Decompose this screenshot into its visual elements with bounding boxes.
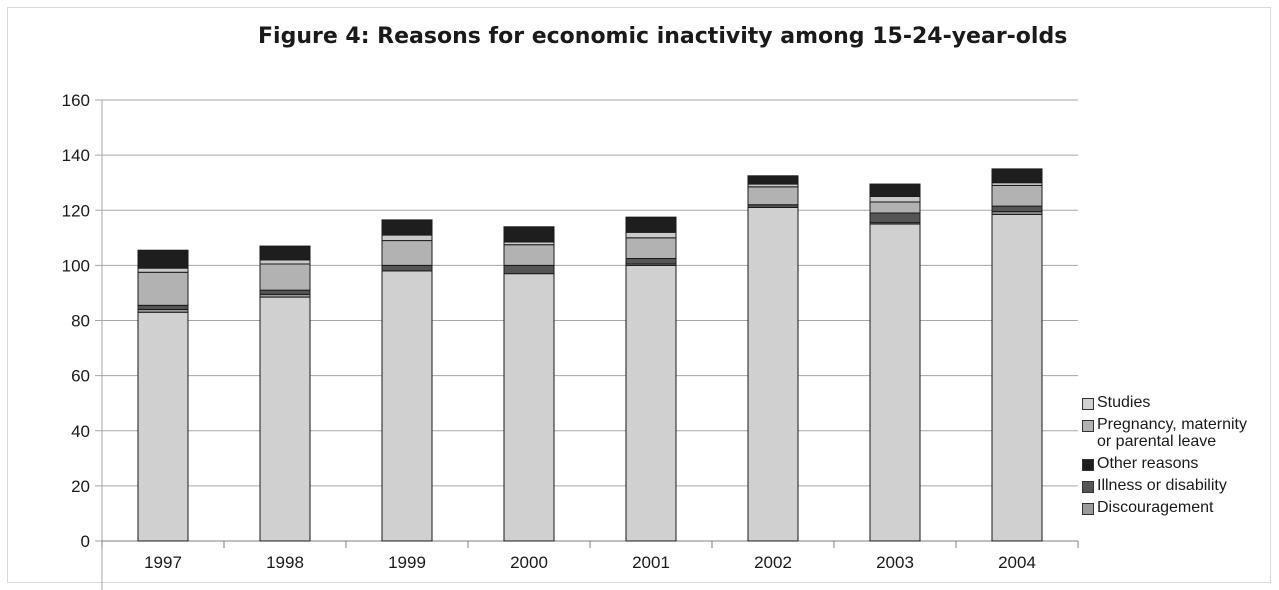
bar-segment	[259, 245, 311, 261]
x-tick-label: 1998	[266, 553, 304, 572]
bar-segment	[381, 219, 433, 236]
chart-legend: Studies Pregnancy, maternity or parental …	[1082, 394, 1272, 521]
bar-segment	[137, 311, 189, 542]
bar-segment	[747, 186, 799, 206]
legend-item: Discouragement	[1082, 499, 1272, 516]
y-tick-label: 80	[71, 312, 90, 331]
legend-swatch	[1082, 420, 1094, 432]
bar-segment	[991, 184, 1043, 207]
legend-label: Discouragement	[1097, 499, 1214, 516]
x-tick-label: 2003	[876, 553, 914, 572]
x-tick-label: 1997	[144, 553, 182, 572]
y-tick-label: 40	[71, 422, 90, 441]
legend-swatch	[1082, 398, 1094, 410]
bar-segment	[381, 240, 433, 266]
y-tick-label: 160	[62, 91, 90, 110]
y-tick-label: 140	[62, 146, 90, 165]
bar-segment	[259, 259, 311, 265]
legend-label: Pregnancy, maternity or parental leave	[1097, 416, 1247, 450]
legend-swatch	[1082, 503, 1094, 515]
bar-segment	[503, 273, 555, 542]
bar-segment	[503, 264, 555, 275]
bar-segment	[869, 195, 921, 203]
chart-frame	[7, 7, 1271, 583]
bar-segment	[869, 212, 921, 224]
bar-segment	[991, 205, 1043, 213]
legend-item: Illness or disability	[1082, 477, 1272, 494]
y-tick-label: 20	[71, 477, 90, 496]
bar-segment	[625, 257, 677, 265]
bar-segment	[869, 183, 921, 197]
bar-segment	[625, 237, 677, 259]
bar-segment	[137, 267, 189, 273]
x-tick-label: 1999	[388, 553, 426, 572]
bar-segment	[869, 201, 921, 214]
bar-segment	[259, 263, 311, 291]
legend-item: Other reasons	[1082, 455, 1272, 472]
x-tick-label: 2002	[754, 553, 792, 572]
legend-item: Pregnancy, maternity or parental leave	[1082, 416, 1272, 450]
y-tick-label: 0	[81, 532, 90, 551]
bar-segment	[869, 223, 921, 542]
bar-segment	[137, 249, 189, 269]
x-tick-label: 2000	[510, 553, 548, 572]
bar-segment	[991, 168, 1043, 184]
bar-segment	[747, 206, 799, 542]
legend-item: Studies	[1082, 394, 1272, 411]
bar-segment	[625, 216, 677, 233]
bar-segment	[625, 264, 677, 542]
bar-segment	[991, 213, 1043, 542]
y-tick-label: 120	[62, 201, 90, 220]
bar-segment	[381, 264, 433, 272]
x-tick-label: 2001	[632, 553, 670, 572]
bar-segment	[137, 304, 189, 310]
bar-segment	[503, 226, 555, 243]
bar-segment	[137, 271, 189, 306]
bar-segment	[747, 175, 799, 185]
bar-segment	[259, 289, 311, 295]
bar-segment	[503, 244, 555, 266]
bar-segment	[625, 231, 677, 239]
bar-segment	[259, 296, 311, 542]
legend-label: Illness or disability	[1097, 477, 1227, 494]
x-tick-label: 2004	[998, 553, 1036, 572]
bar-segment	[381, 270, 433, 542]
y-tick-label: 60	[71, 367, 90, 386]
legend-swatch	[1082, 481, 1094, 493]
bar-segment	[381, 234, 433, 242]
legend-swatch	[1082, 459, 1094, 471]
legend-label: Other reasons	[1097, 455, 1199, 472]
y-tick-label: 100	[62, 256, 90, 275]
chart-title: Figure 4: Reasons for economic inactivit…	[258, 24, 1068, 49]
legend-label: Studies	[1097, 394, 1151, 411]
